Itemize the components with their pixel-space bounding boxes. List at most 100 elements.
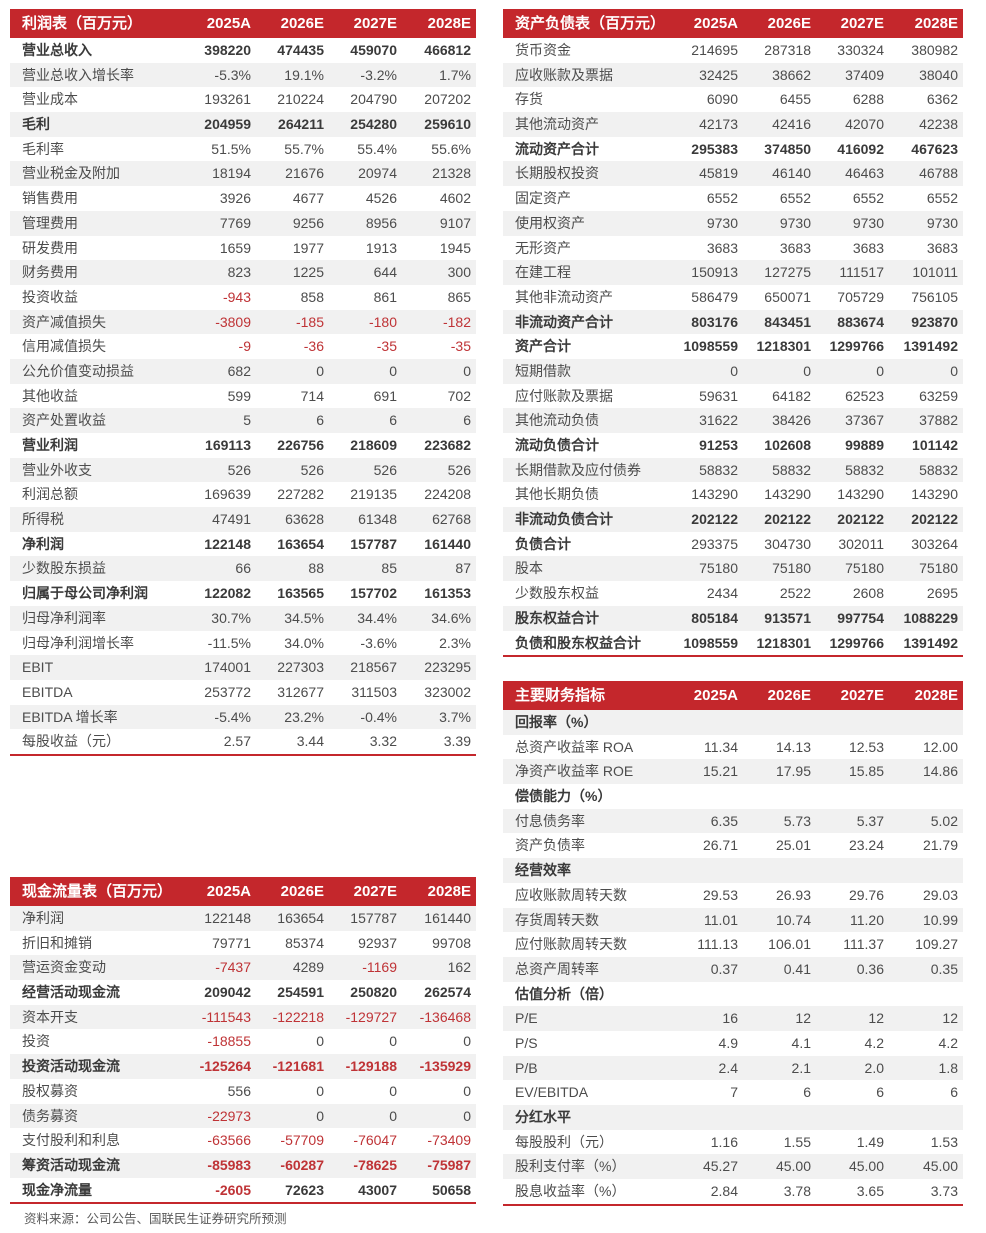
- row-label: 其他流动负债: [515, 412, 599, 429]
- row-label: 偿债能力（%）: [515, 788, 612, 805]
- cell-value: 85: [381, 560, 397, 577]
- table-row: 股东权益合计 805184 913571 997754 1088229: [503, 605, 963, 631]
- cell-value: 11.01: [704, 911, 738, 928]
- table-row: 营运资金变动 -7437 4289 -1169 162: [10, 955, 476, 981]
- cell-value: 109.27: [915, 936, 958, 953]
- cell-value: 88: [308, 560, 324, 577]
- table-row: 分红水平: [503, 1105, 963, 1130]
- column-header: 2025A: [693, 15, 738, 32]
- cell-value: 15.21: [702, 763, 738, 780]
- cell-value: 2.57: [223, 733, 251, 750]
- cell-value: 5.02: [930, 812, 958, 829]
- cell-value: 474435: [277, 42, 324, 58]
- table-title: 现金流量表（百万元）: [22, 883, 173, 900]
- cell-value: 0.41: [783, 960, 811, 977]
- table-row: 营业成本 193261 210224 204790 207202: [10, 87, 476, 112]
- table-row: 资产负债率 26.71 25.01 23.24 21.79: [503, 833, 963, 858]
- cell-value: 58832: [772, 461, 811, 478]
- row-label: 利润总额: [22, 486, 78, 503]
- cell-value: -7437: [215, 959, 251, 976]
- cell-value: -943: [222, 288, 251, 305]
- cell-value: 6090: [706, 91, 738, 108]
- table-row: 经营效率: [503, 858, 963, 883]
- cell-value: 0: [316, 1082, 324, 1099]
- cell-value: 227303: [277, 659, 324, 676]
- table-row: 其他流动负债 31622 38426 37367 37882: [503, 408, 963, 433]
- table-row: 非流动负债合计 202122 202122 202122 202122: [503, 507, 963, 532]
- cell-value: 2.84: [710, 1183, 738, 1200]
- cell-value: 34.0%: [284, 634, 324, 651]
- cell-value: 226756: [277, 437, 324, 453]
- cell-value: 0.37: [710, 960, 738, 977]
- cell-value: 26.71: [702, 837, 738, 854]
- row-label: 长期股权投资: [515, 165, 599, 182]
- cell-value: 883674: [837, 313, 884, 330]
- row-label: 固定资产: [515, 190, 571, 207]
- row-label: 营业成本: [22, 91, 78, 108]
- cell-value: 45.00: [848, 1158, 884, 1175]
- cell-value: 599: [227, 387, 251, 404]
- cell-value: 6: [316, 412, 324, 429]
- cell-value: 526: [300, 461, 324, 478]
- table-row: 折旧和摊销 79771 85374 92937 99708: [10, 931, 476, 956]
- cell-value: 55.6%: [431, 140, 471, 157]
- column-header: 2025A: [206, 883, 251, 900]
- cell-value: 19.1%: [284, 66, 324, 83]
- cell-value: 756105: [911, 288, 958, 305]
- cell-value: 3.73: [930, 1183, 958, 1200]
- table-row: 股息收益率（%） 2.84 3.78 3.65 3.73: [503, 1179, 963, 1204]
- table-header: 主要财务指标 2025A 2026E 2027E 2028E: [503, 681, 963, 710]
- table-row: 其他非流动资产 586479 650071 705729 756105: [503, 285, 963, 310]
- table-row: EBITDA 增长率 -5.4% 23.2% -0.4% 3.7%: [10, 704, 476, 730]
- cell-value: -3809: [215, 313, 251, 330]
- cell-value: 163654: [277, 910, 324, 926]
- row-label: 筹资活动现金流: [22, 1156, 120, 1173]
- table-row: EV/EBITDA 7 6 6 6: [503, 1080, 963, 1105]
- table-row: 现金净流量 -2605 72623 43007 50658: [10, 1178, 476, 1203]
- table-header: 现金流量表（百万元） 2025A 2026E 2027E 2028E: [10, 877, 476, 906]
- cell-value: 398220: [204, 42, 251, 58]
- cell-value: 75180: [772, 560, 811, 577]
- cell-value: 303264: [911, 535, 958, 552]
- cell-value: 20974: [358, 165, 397, 182]
- cell-value: 4.9: [718, 1034, 738, 1051]
- cell-value: 62523: [845, 387, 884, 404]
- cell-value: 42238: [919, 116, 958, 133]
- cell-value: [889, 710, 963, 735]
- cell-value: 295383: [691, 140, 738, 157]
- cell-value: 2.1: [791, 1059, 811, 1076]
- cell-value: 2.3%: [439, 634, 471, 651]
- cell-value: 4289: [292, 959, 324, 976]
- cell-value: 37367: [845, 412, 884, 429]
- table-row: 支付股利和利息 -63566 -57709 -76047 -73409: [10, 1128, 476, 1153]
- table-row: 其他流动资产 42173 42416 42070 42238: [503, 112, 963, 137]
- row-label: 营运资金变动: [22, 959, 106, 976]
- row-label: 总资产周转率: [515, 960, 599, 977]
- cell-value: 66: [235, 560, 251, 577]
- cell-value: 467623: [911, 140, 958, 157]
- row-label: EBITDA: [22, 683, 73, 700]
- cell-value: [743, 982, 816, 1007]
- cell-value: 4526: [365, 190, 397, 207]
- table-row: 负债和股东权益合计 1098559 1218301 1299766 1391492: [503, 631, 963, 656]
- cell-value: [743, 1105, 816, 1130]
- cell-value: 1098559: [683, 634, 738, 651]
- cell-value: 209042: [204, 984, 251, 1001]
- cell-value: 4.1: [791, 1034, 811, 1051]
- row-label: 存货: [515, 91, 543, 108]
- cell-value: 122148: [204, 910, 251, 926]
- cell-value: 323002: [424, 683, 471, 700]
- cell-value: 31622: [699, 412, 738, 429]
- cell-value: 2608: [852, 585, 884, 602]
- row-label: 折旧和摊销: [22, 934, 92, 951]
- cell-value: 1218301: [756, 634, 811, 651]
- column-header: 2028E: [914, 15, 958, 32]
- cell-value: 34.5%: [284, 609, 324, 626]
- cell-value: 526: [373, 461, 397, 478]
- cash-flow-statement-table: 现金流量表（百万元） 2025A 2026E 2027E 2028E 净利润 122148 1…: [10, 877, 476, 1205]
- cell-value: 805184: [691, 609, 738, 626]
- column-header: 2026E: [280, 883, 324, 900]
- cell-value: 6.35: [710, 812, 738, 829]
- table-row: 投资活动现金流 -125264 -121681 -129188 -135929: [10, 1054, 476, 1079]
- cell-value: 218567: [350, 659, 397, 676]
